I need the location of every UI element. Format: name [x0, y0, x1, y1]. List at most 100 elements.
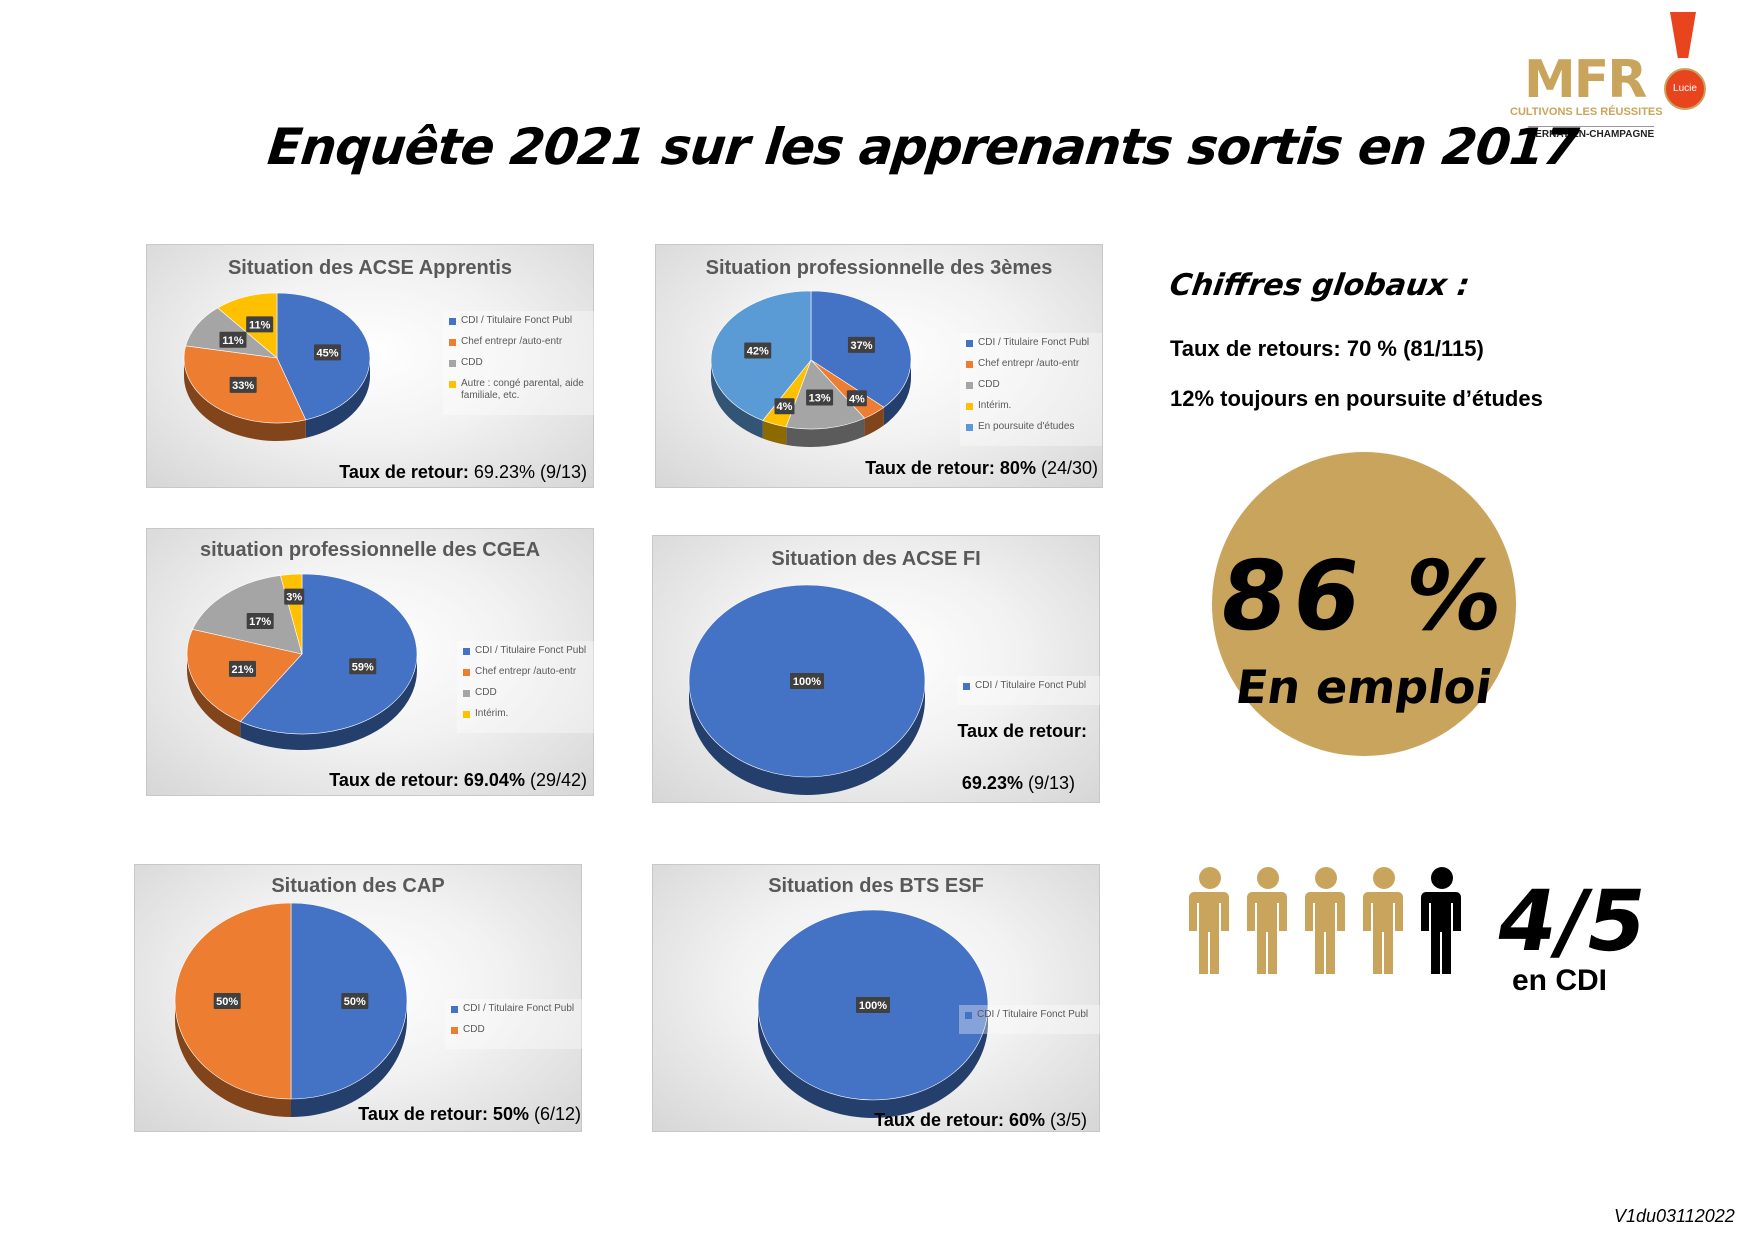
- chart-cgea: situation professionnelle des CGEA 59% 21%…: [146, 528, 595, 796]
- data-label-box: [846, 390, 867, 407]
- data-label: 33%: [229, 376, 257, 393]
- taux-retour: Taux de retour:: [957, 721, 1087, 742]
- legend-swatch: [966, 424, 973, 431]
- pie-svg: 100%: [688, 584, 926, 795]
- data-label-text: 45%: [317, 347, 339, 359]
- taux-retour-label: Taux de retour:: [339, 462, 469, 482]
- legend-label: CDI / Titulaire Fonct Publ: [978, 337, 1090, 348]
- data-label-box: [213, 993, 241, 1009]
- data-label-text: 59%: [352, 661, 374, 673]
- legend-label: En poursuite d'études: [978, 421, 1075, 432]
- taux-retour-value: 69.23% (9/13): [962, 773, 1075, 794]
- data-label-text: 37%: [850, 340, 872, 352]
- data-label-box: [219, 331, 247, 348]
- data-label-text: 100%: [793, 676, 821, 688]
- data-label-box: [246, 612, 274, 629]
- legend-item: CDI / Titulaire Fonct Publ: [963, 680, 1099, 692]
- legend-swatch: [966, 340, 973, 347]
- logo-text: MFR: [1524, 50, 1647, 110]
- pie-slice-side-cdi-titulaire-fonct-publ: [291, 1001, 407, 1117]
- data-label-text: 33%: [232, 380, 254, 392]
- data-label-box: [284, 588, 305, 605]
- pie-slice-side-chef-entrepr-auto-entr: [184, 358, 306, 441]
- taux-retour: Taux de retour: 69.04% (29/42): [329, 770, 587, 791]
- data-label: 3%: [284, 588, 305, 605]
- data-label: 100%: [790, 673, 824, 689]
- data-label-box: [744, 342, 772, 359]
- taux-retour-label: Taux de retour: 80%: [865, 458, 1036, 478]
- global-poursuite: 12% toujours en poursuite d’études: [1170, 386, 1543, 411]
- pie-slice-side-cdi-titulaire-fonct-publ: [883, 360, 911, 426]
- pie-slice-side-cdi-titulaire-fonct-publ: [758, 1005, 988, 1118]
- legend-swatch: [449, 339, 456, 346]
- pie-svg: 37% 4% 13% 4% 42%: [710, 290, 912, 447]
- legend-label: CDI / Titulaire Fonct Publ: [977, 1009, 1089, 1020]
- mfr-logo: MFR Lucie CULTIVONS LES RÉUSSITES BERNAY…: [1500, 12, 1720, 142]
- data-label-text: 4%: [777, 401, 793, 413]
- data-label-text: 17%: [249, 616, 271, 628]
- chart-legend: CDI / Titulaire Fonct Publ Chef entrepr /…: [443, 311, 595, 415]
- chart-title: Situation des BTS ESF: [768, 875, 984, 897]
- legend-swatch: [463, 690, 470, 697]
- pie-slice-side-cdd: [175, 1001, 291, 1117]
- taux-retour-label: Taux de retour: 69.04%: [329, 770, 525, 790]
- legend-swatch: [449, 360, 456, 367]
- legend-swatch: [966, 403, 973, 410]
- chart-bts-esf: Situation des BTS ESF 100% CDI / Titulaire…: [652, 864, 1107, 1132]
- chart-legend: CDI / Titulaire Fonct Publ Chef entrepr /…: [457, 641, 595, 733]
- legend-item: Intérim.: [463, 708, 589, 720]
- data-label: 11%: [246, 316, 274, 333]
- taux-retour-count: (24/30): [1035, 458, 1098, 478]
- global-retours: Taux de retours: 70 % (81/115): [1170, 336, 1484, 361]
- taux-retour-count: 69.23% (9/13): [468, 462, 587, 482]
- legend-item: CDD: [451, 1024, 577, 1036]
- data-label-box: [246, 316, 274, 333]
- chart-title: Situation des ACSE FI: [771, 548, 981, 570]
- data-label: 100%: [856, 997, 890, 1013]
- person-icon-employed: [1363, 867, 1403, 974]
- pie-slice-side-cdd: [786, 418, 865, 447]
- taux-retour: Taux de retour: 60% (3/5): [874, 1110, 1087, 1131]
- taux-retour-count: (9/13): [1022, 773, 1075, 793]
- legend-item: CDD: [463, 687, 589, 699]
- legend-item: CDI / Titulaire Fonct Publ: [965, 1009, 1101, 1021]
- legend-item: CDI / Titulaire Fonct Publ: [451, 1003, 577, 1015]
- chart-acse-apprentis: Situation des ACSE Apprentis 45% 33% 11% 11%…: [146, 244, 595, 488]
- pie-svg: 50% 50%: [174, 902, 408, 1117]
- legend-label: CDD: [978, 379, 1000, 390]
- chart-cap: Situation des CAP 50% 50% CDI / Titulaire F…: [134, 864, 583, 1132]
- pie-slice-side-chef-entrepr-auto-entr: [864, 407, 884, 437]
- chart-title: Situation professionnelle des 3èmes: [705, 257, 1053, 279]
- data-label: 11%: [219, 331, 247, 348]
- taux-retour-count: (29/42): [524, 770, 587, 790]
- chart-3emes: Situation professionnelle des 3èmes 37% 4%…: [655, 244, 1103, 488]
- pie-slice-side-chef-entrepr-auto-entr: [187, 654, 241, 738]
- data-label: 50%: [341, 993, 369, 1009]
- data-label: 42%: [744, 342, 772, 359]
- taux-retour: Taux de retour: 50% (6/12): [358, 1104, 581, 1125]
- legend-item: CDI / Titulaire Fonct Publ: [463, 645, 589, 657]
- legend-item: Intérim.: [966, 400, 1096, 412]
- legend-item: Chef entrepr /auto-entr: [463, 666, 589, 678]
- legend-item: Autre : congé parental, aide familiale, …: [449, 378, 589, 402]
- data-label: 17%: [246, 612, 274, 629]
- data-label-text: 3%: [286, 592, 302, 604]
- logo-town: BERNAY-EN-CHAMPAGNE: [1528, 126, 1655, 140]
- data-label-box: [341, 993, 369, 1009]
- legend-label: CDD: [463, 1024, 485, 1035]
- legend-swatch: [451, 1006, 458, 1013]
- exclamation-icon: [1670, 12, 1696, 58]
- version-label: V1du03112022: [1614, 1206, 1735, 1226]
- legend-label: Chef entrepr /auto-entr: [461, 336, 563, 347]
- pie-svg: 45% 33% 11% 11%: [183, 292, 371, 441]
- logo-tagline: CULTIVONS LES RÉUSSITES: [1510, 106, 1663, 118]
- taux-retour-count: (6/12): [528, 1104, 581, 1124]
- data-label-text: 11%: [249, 319, 271, 331]
- legend-label: Autre : congé parental, aide familiale, …: [461, 378, 584, 401]
- data-label-box: [314, 344, 342, 361]
- pie-svg: 100%: [757, 909, 989, 1118]
- legend-item: En poursuite d'études: [966, 421, 1096, 433]
- emploi-percent: 86 %: [1212, 540, 1516, 652]
- legend-swatch: [449, 318, 456, 325]
- data-label: 37%: [847, 336, 875, 353]
